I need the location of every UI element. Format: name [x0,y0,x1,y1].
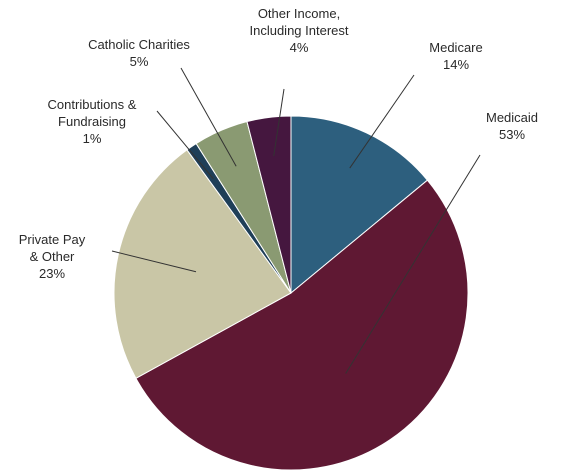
leader-lines [111,67,481,374]
leader-line-4 [180,67,237,167]
slice-label-3: Contributions & Fundraising 1% [48,97,137,146]
slice-percent-label: 14% [443,57,469,72]
pie-slice-0 [290,115,429,295]
slice-name-line: Fundraising [58,114,126,129]
slice-percent-label: 53% [499,127,525,142]
pie-slices [113,115,469,471]
slice-label-0: Medicare 14% [429,40,482,72]
leader-line-3 [156,110,214,180]
slice-labels: Medicare 14% Medicaid 53% Private Pay & Other… [19,6,538,281]
leader-line-5 [273,88,285,157]
slice-percent-label: 1% [83,131,102,146]
slice-name-line: Other Income, [258,6,340,21]
slice-name-line: Catholic Charities [88,37,190,52]
leader-line-0 [349,74,415,169]
pie-slice-1 [135,179,469,471]
slice-name-line: Contributions & [48,97,137,112]
slice-name-line: Medicare [429,40,482,55]
slice-name-line: & Other [30,249,75,264]
leader-line-1 [345,154,481,374]
pie-slice-2 [113,149,292,379]
slice-label-5: Other Income, Including Interest 4% [249,6,348,55]
slice-label-4: Catholic Charities 5% [88,37,190,69]
slice-percent-label: 5% [130,54,149,69]
slice-name-line: Including Interest [249,23,348,38]
leader-line-2 [111,250,197,273]
slice-percent-label: 4% [290,40,309,55]
slice-name-line: Medicaid [486,110,538,125]
slice-label-1: Medicaid 53% [486,110,538,142]
slice-label-2: Private Pay & Other 23% [19,232,86,281]
slice-percent-label: 23% [39,266,65,281]
slice-name-line: Private Pay [19,232,86,247]
pie-slice-5 [246,115,292,294]
